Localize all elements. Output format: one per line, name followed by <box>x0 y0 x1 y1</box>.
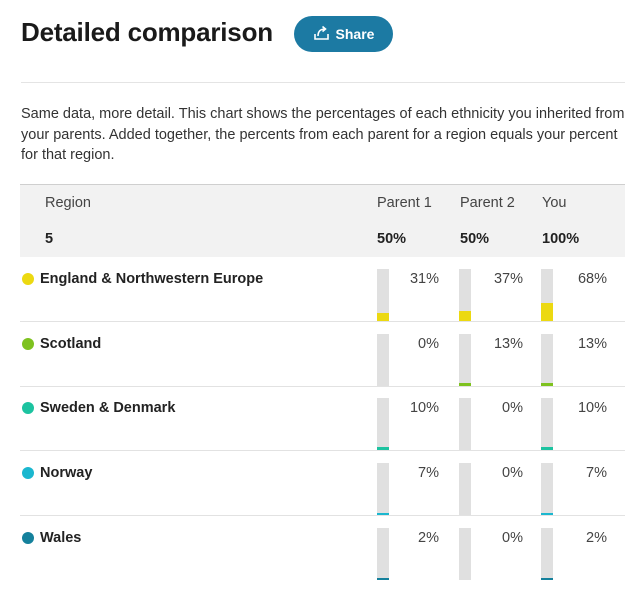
header-parent1: Parent 1 <box>377 195 432 211</box>
you-percent: 68% <box>577 271 607 287</box>
parent1-bar <box>377 528 389 580</box>
you-bar <box>541 269 553 321</box>
parent1-percent: 7% <box>418 465 439 481</box>
table-row[interactable]: Scotland 0% 13% 13% <box>20 322 625 387</box>
region-name: Scotland <box>40 336 102 352</box>
header-you: You <box>542 195 567 211</box>
you-bar <box>541 528 553 580</box>
you-bar-fill <box>541 303 553 321</box>
region-color-dot <box>22 273 34 285</box>
parent2-bar-fill <box>459 311 471 321</box>
you-bar-fill <box>541 578 553 580</box>
parent2-bar <box>459 334 471 386</box>
parent1-bar <box>377 463 389 515</box>
parent2-total: 50% <box>460 231 490 247</box>
parent2-bar <box>459 269 471 321</box>
you-bar-fill <box>541 447 553 450</box>
region-name: Norway <box>40 465 93 481</box>
parent2-bar <box>459 463 471 515</box>
you-percent: 7% <box>586 465 607 481</box>
page-title: Detailed comparison <box>21 17 273 47</box>
parent2-percent: 37% <box>493 271 523 287</box>
parent1-bar-fill <box>377 513 389 515</box>
parent1-bar <box>377 269 389 321</box>
divider <box>21 82 625 83</box>
region-color-dot <box>22 402 34 414</box>
region-name: England & Northwestern Europe <box>40 271 264 287</box>
parent1-bar <box>377 334 389 386</box>
table-row[interactable]: Wales 2% 0% 2% <box>20 516 625 580</box>
header-parent2: Parent 2 <box>460 195 515 211</box>
you-bar <box>541 334 553 386</box>
you-percent: 13% <box>577 336 607 352</box>
region-color-dot <box>22 338 34 350</box>
parent2-bar <box>459 398 471 450</box>
share-button[interactable]: Share <box>294 16 393 52</box>
header-region: Region <box>45 195 91 211</box>
region-name: Wales <box>40 530 82 546</box>
you-bar-fill <box>541 382 553 386</box>
parent1-bar <box>377 398 389 450</box>
parent2-percent: 0% <box>502 465 523 481</box>
you-percent: 2% <box>586 530 607 546</box>
region-name: Sweden & Denmark <box>40 400 176 416</box>
table-header: Region Parent 1 Parent 2 You 5 50% 50% 1… <box>20 184 625 257</box>
parent1-bar-fill <box>377 578 389 580</box>
table-row[interactable]: Norway 7% 0% 7% <box>20 451 625 516</box>
region-count: 5 <box>45 231 54 247</box>
region-color-dot <box>22 532 34 544</box>
parent1-percent: 2% <box>418 530 439 546</box>
parent2-percent: 13% <box>493 336 523 352</box>
share-label: Share <box>335 26 375 42</box>
parent1-percent: 10% <box>409 400 439 416</box>
share-icon <box>313 25 336 44</box>
you-bar <box>541 398 553 450</box>
parent2-percent: 0% <box>502 530 523 546</box>
parent1-bar-fill <box>377 312 389 321</box>
parent2-percent: 0% <box>502 400 523 416</box>
parent2-bar <box>459 528 471 580</box>
parent1-bar-fill <box>377 447 389 450</box>
parent1-total: 50% <box>377 231 407 247</box>
table-row[interactable]: Sweden & Denmark 10% 0% 10% <box>20 386 625 451</box>
parent2-bar-fill <box>459 382 471 386</box>
you-bar-fill <box>541 513 553 515</box>
parent1-percent: 31% <box>409 271 439 287</box>
you-percent: 10% <box>577 400 607 416</box>
table-row[interactable]: England & Northwestern Europe 31% 37% 68… <box>20 257 625 322</box>
description-text: Same data, more detail. This chart shows… <box>21 106 625 163</box>
parent1-percent: 0% <box>418 336 439 352</box>
you-total: 100% <box>542 231 580 247</box>
you-bar <box>541 463 553 515</box>
region-color-dot <box>22 467 34 479</box>
